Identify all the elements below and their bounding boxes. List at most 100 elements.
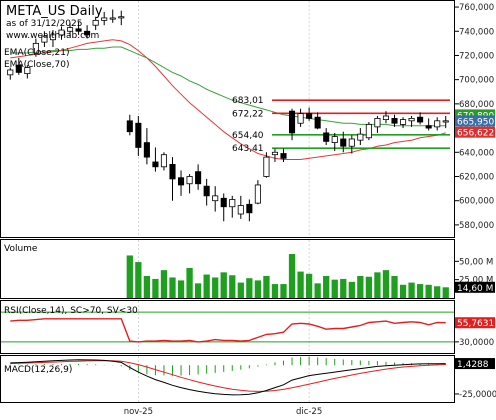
volume-bar [271, 284, 279, 298]
candle-down [323, 132, 330, 142]
volume-bar [297, 271, 304, 298]
volume-bar [177, 280, 185, 298]
candle-up [58, 29, 65, 36]
candle-up [408, 117, 415, 122]
ema-slow-line [10, 46, 446, 127]
support-level-label: 654,40 [232, 131, 264, 141]
candle-down [135, 122, 142, 148]
volume-bar [365, 276, 373, 298]
volume-bar [382, 270, 390, 298]
candle-up [357, 133, 364, 141]
rsi-title: RSI(Close,14), SC>70, SV<30 [4, 306, 138, 316]
candle-up [92, 19, 99, 26]
macd-last-badge [455, 358, 495, 370]
price-layer: 683,01 672,22 654,40 643,41 [7, 9, 450, 222]
price-panel-frame [0, 0, 455, 238]
chart-date: as of 31/12/2025 [6, 19, 82, 29]
volume-bar [331, 279, 338, 298]
candle-down [314, 116, 321, 129]
candle-down [391, 117, 398, 124]
candle-up [66, 27, 74, 32]
volume-bar [263, 276, 270, 298]
volume-bar [305, 273, 313, 298]
candle-up [7, 69, 14, 76]
candle-up [101, 17, 108, 21]
rsi-axis-label: 30,0000 [459, 338, 494, 348]
volume-bar [160, 270, 168, 298]
candle-up [254, 184, 261, 204]
candle-down [195, 171, 202, 185]
resistance-level-label: 672,22 [232, 109, 263, 119]
volume-bar [212, 277, 219, 298]
volume-bar [143, 276, 151, 298]
macd-title: MACD(12,26,9) [4, 365, 72, 375]
axes-layer: 760,000740,000720,000700,000680,000660,0… [124, 3, 496, 417]
volume-axis-label: 25,00 M [459, 276, 493, 286]
volume-last-badge-label: 14,60 M [457, 284, 493, 294]
volume-bar [348, 281, 355, 298]
candle-down [425, 125, 432, 129]
current-price-badge-label: 665,950 [457, 117, 494, 127]
volume-bar [314, 283, 321, 298]
volume-bar [220, 272, 227, 298]
volume-bar [135, 262, 142, 298]
candle-down [280, 153, 287, 159]
volume-bar [442, 287, 449, 298]
candle-down [220, 197, 227, 208]
candle-up [237, 205, 244, 215]
candle-down [143, 142, 150, 158]
price-axis-label: 620,000 [459, 172, 494, 182]
support-level-label: 643,41 [232, 144, 263, 154]
volume-bar [434, 286, 441, 298]
candle-up [109, 17, 116, 20]
volume-bar [408, 282, 415, 298]
price-axis-label: 740,000 [459, 27, 494, 37]
price-axis-label: 760,000 [459, 3, 494, 13]
candle-up [118, 16, 125, 19]
rsi-panel-frame [0, 300, 455, 354]
volume-bar [288, 254, 296, 298]
volume-bar [416, 284, 424, 298]
candle-down [246, 203, 253, 214]
candle-up [348, 138, 355, 147]
volume-bar [186, 267, 193, 298]
macd-axis-label: -25,0000 [459, 390, 496, 400]
candle-up [263, 156, 270, 177]
volume-bar [425, 284, 432, 298]
candle-up [24, 67, 31, 75]
candle-down [15, 64, 22, 73]
volume-bar [194, 283, 202, 298]
candle-down [340, 138, 347, 147]
rsi-last-badge [455, 317, 495, 329]
candle-up [32, 42, 39, 54]
volume-bar [152, 278, 159, 298]
volume-title: Volume [4, 244, 38, 254]
volume-bar [246, 278, 253, 298]
price-axis-label: 680,000 [459, 100, 494, 110]
candle-down [126, 120, 133, 133]
chart-site: www.wealth-lab.com [6, 31, 99, 41]
ema_fast-price-badge-label: 656,622 [457, 129, 494, 139]
candle-up [229, 199, 236, 208]
volume-bar [399, 284, 407, 298]
ema-fast-legend: EMA(Close,21) [4, 48, 69, 58]
candle-down [84, 30, 91, 36]
current-price-badge [455, 115, 495, 127]
volume-bar [169, 277, 176, 298]
ema_slow-price-badge [455, 109, 495, 121]
chart-title: META_US Daily [6, 4, 103, 19]
rsi-line [10, 318, 446, 343]
volume-bar [126, 255, 133, 298]
resistance-level-label: 683,01 [232, 96, 263, 106]
candle-up [271, 151, 279, 156]
volume-panel-frame [0, 239, 455, 299]
volume-last-badge [455, 281, 495, 293]
candle-down [306, 113, 313, 119]
volume-bar [280, 284, 287, 298]
candle-down [169, 163, 176, 180]
volume-bar [203, 274, 210, 298]
candle-up [186, 176, 193, 185]
price-axis-label: 700,000 [459, 76, 494, 86]
